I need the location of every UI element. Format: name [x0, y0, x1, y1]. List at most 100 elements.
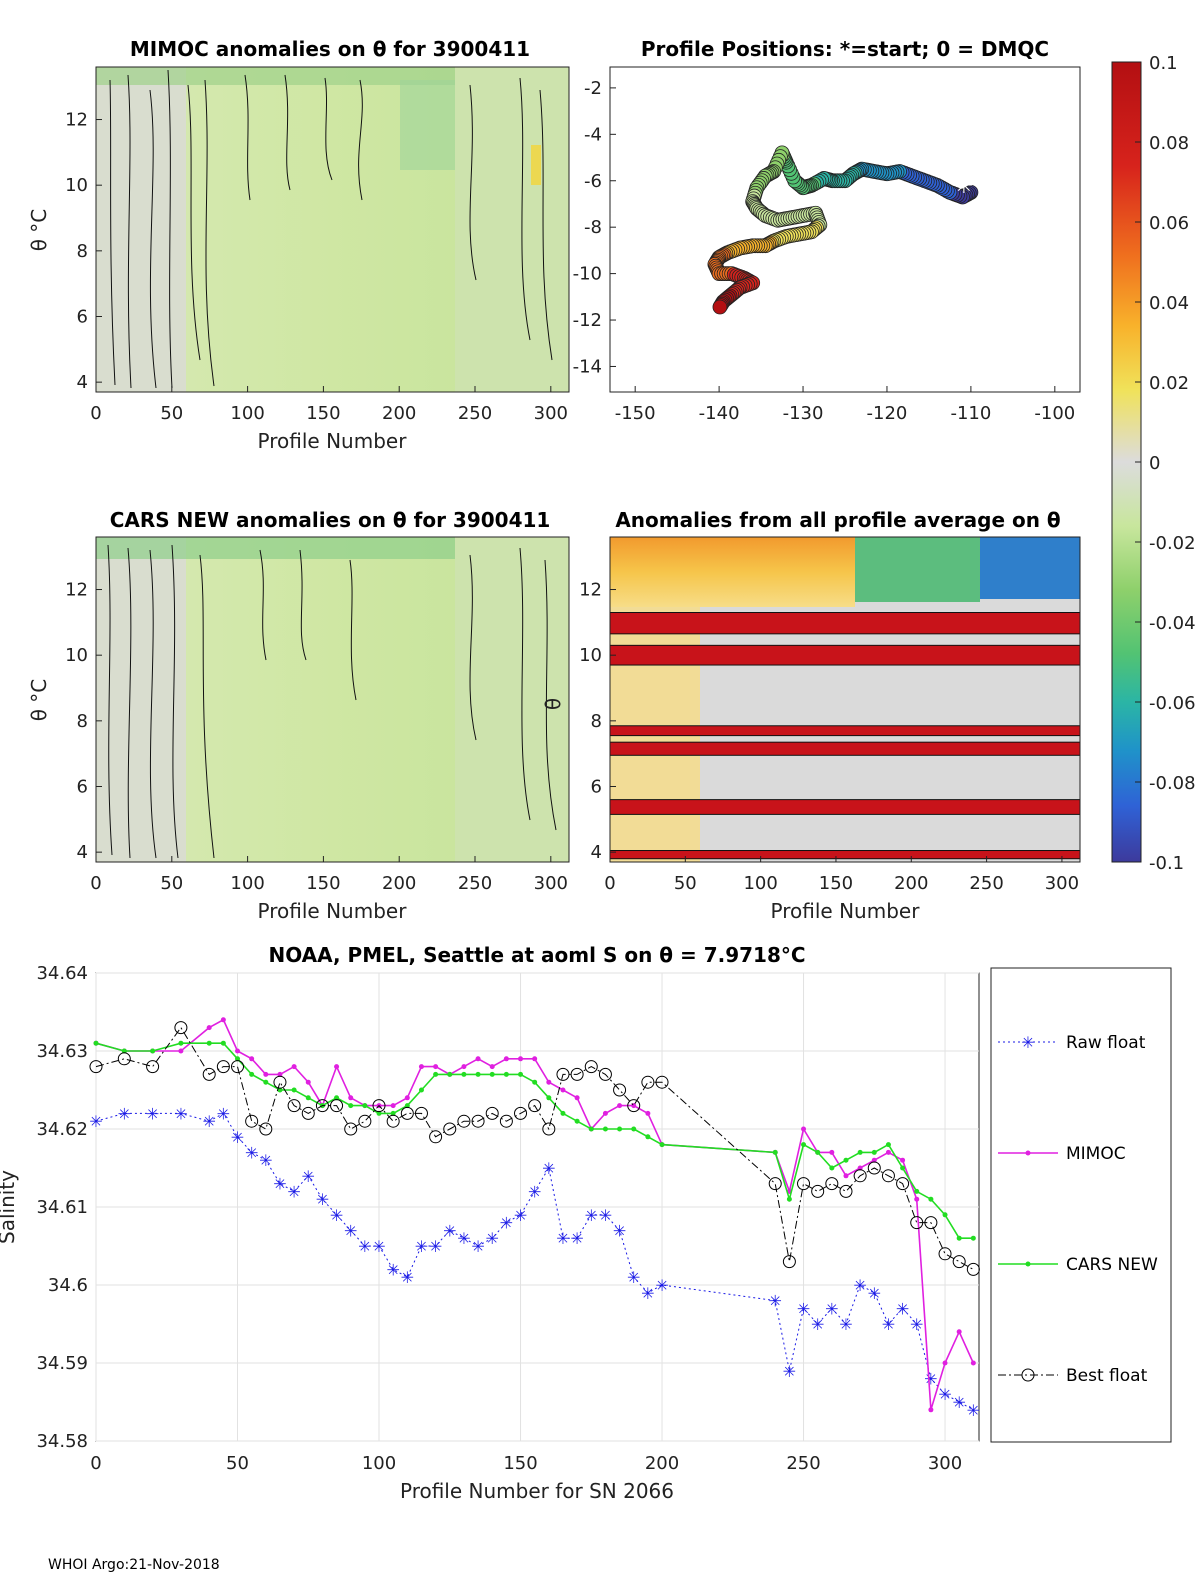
positions-xtick-label: -130: [783, 403, 824, 424]
avg-xtick-label: 50: [674, 873, 697, 894]
data-point: [291, 1087, 297, 1093]
cars-panel: CARS NEW anomalies on θ for 3900411 0 50 1…: [27, 508, 570, 923]
cars-ytick-label: 12: [65, 580, 88, 601]
colorbar-tick-label: 0.04: [1149, 293, 1189, 314]
data-point: [245, 1114, 259, 1128]
series-line: [95, 1026, 974, 1270]
salinity-ytick-label: 34.58: [36, 1431, 88, 1452]
salinity-xtick-label: 200: [645, 1453, 679, 1474]
cars-ytick-label: 8: [77, 711, 88, 732]
data-point: [641, 1075, 655, 1089]
data-point: [315, 1099, 329, 1113]
cars-xtick-label: 200: [382, 873, 416, 894]
profile-position-marker: [712, 299, 728, 315]
data-point: [447, 1071, 453, 1077]
data-point: [305, 1095, 311, 1101]
data-point: [429, 1130, 443, 1144]
legend: ✳ Raw float MIMOC CARS NEW Best float: [990, 967, 1172, 1443]
avg-red-band: [609, 612, 1081, 635]
avg-ytick-label: 12: [579, 580, 602, 601]
mimoc-xtick-label: 150: [306, 403, 340, 424]
data-point: [146, 1060, 160, 1074]
data-point: [305, 1079, 311, 1085]
data-point: [970, 1235, 976, 1241]
data-point: [617, 1126, 623, 1132]
cars-xtick-label: 100: [230, 873, 264, 894]
data-point: [885, 1142, 891, 1148]
data-point: [659, 1142, 665, 1148]
mimoc-xtick-label: 100: [230, 403, 264, 424]
avg-top-green: [855, 537, 980, 602]
data-point: ✳: [217, 1104, 230, 1123]
positions-ytick-label: -14: [573, 356, 602, 377]
mimoc-xtick-label: 250: [458, 403, 492, 424]
data-point: [461, 1064, 467, 1070]
data-point: ✳: [896, 1299, 909, 1318]
data-point: ✳: [174, 1104, 187, 1123]
data-point: [461, 1071, 467, 1077]
data-point: ✳: [401, 1268, 414, 1287]
data-point: ✳: [457, 1229, 470, 1248]
data-point: [330, 1099, 344, 1113]
positions-panel: Profile Positions: *=start; 0 = DMQC -15…: [573, 37, 1081, 424]
data-point: [645, 1110, 651, 1116]
data-point: [503, 1056, 509, 1062]
data-point: [843, 1173, 849, 1179]
data-point: ✳: [655, 1276, 668, 1295]
series-line: [95, 1112, 974, 1411]
cars-xtick-label: 150: [306, 873, 340, 894]
salinity-yticks: 34.64 34.63 34.62 34.61 34.6 34.59 34.58: [36, 963, 88, 1452]
data-point: [489, 1064, 495, 1070]
data-point: [518, 1056, 524, 1062]
data-point: [514, 1106, 528, 1120]
avg-xtick-label: 300: [1045, 873, 1079, 894]
data-point: [386, 1114, 400, 1128]
series-cars-new: [93, 1040, 976, 1241]
mimoc-xtick-label: 50: [160, 403, 183, 424]
data-point: [471, 1114, 485, 1128]
data-point: [956, 1329, 962, 1335]
data-point: [475, 1056, 481, 1062]
data-point: [839, 1184, 853, 1198]
legend-label: CARS NEW: [1066, 1255, 1158, 1275]
data-point: ✳: [486, 1229, 499, 1248]
data-point: ✳: [528, 1182, 541, 1201]
avg-red-band: [609, 850, 1081, 860]
avg-ytick-label: 4: [591, 842, 602, 863]
data-point: [645, 1134, 651, 1140]
data-point: [829, 1165, 835, 1171]
cars-xtick-label: 300: [534, 873, 568, 894]
data-point: [896, 1177, 910, 1191]
mimoc-ytick-label: 10: [65, 175, 88, 196]
data-point: ✳: [924, 1370, 937, 1389]
data-point: ✳: [245, 1143, 258, 1162]
avg-red-band: [609, 725, 1081, 737]
colorbar-tick-label: 0.06: [1149, 213, 1189, 234]
data-point: [627, 1099, 641, 1113]
cars-top-band: [96, 537, 569, 559]
mimoc-ytick-label: 6: [77, 306, 88, 327]
data-point: ✳: [868, 1284, 881, 1303]
data-point: [843, 1157, 849, 1163]
avg-ytick-label: 6: [591, 776, 602, 797]
colorbar-tick-label: -0.06: [1149, 693, 1196, 714]
cars-xlabel: Profile Number: [258, 899, 408, 923]
data-point: [334, 1064, 340, 1070]
data-point: [358, 1114, 372, 1128]
avg-xticks: 0 50 100 150 200 250 300: [604, 856, 1079, 894]
salinity-ytick-label: 34.62: [36, 1119, 88, 1140]
data-point: ✳: [386, 1260, 399, 1279]
salinity-xtick-label: 250: [786, 1453, 820, 1474]
data-point: ✳: [585, 1206, 598, 1225]
cars-grey-zone: [96, 537, 186, 862]
positions-yticks: -2 -4 -6 -8 -10 -12 -14: [573, 78, 616, 377]
data-point: [570, 1067, 584, 1081]
data-point: [801, 1126, 807, 1132]
data-point: ✳: [910, 1315, 923, 1334]
legend-marker: [1025, 1261, 1031, 1267]
mimoc-ytick-label: 4: [77, 372, 88, 393]
data-point: ✳: [118, 1104, 131, 1123]
avg-xtick-label: 0: [604, 873, 615, 894]
data-point: [574, 1118, 580, 1124]
positions-ytick-label: -2: [584, 78, 602, 99]
